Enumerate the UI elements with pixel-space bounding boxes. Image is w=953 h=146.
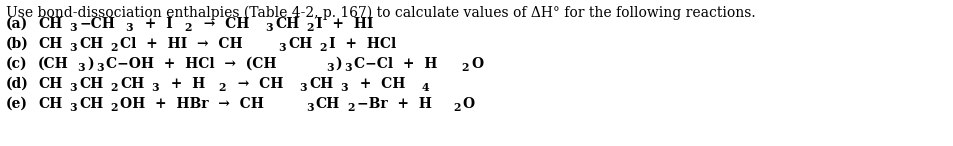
Text: 3: 3 (70, 82, 77, 93)
Text: CH: CH (38, 37, 62, 51)
Text: →  CH: → CH (228, 77, 283, 91)
Text: 2: 2 (111, 102, 118, 113)
Text: 3: 3 (70, 22, 77, 33)
Text: 3: 3 (125, 22, 132, 33)
Text: CH: CH (315, 97, 339, 111)
Text: 3: 3 (278, 42, 286, 53)
Text: CH: CH (274, 17, 299, 31)
Text: 3: 3 (77, 62, 85, 73)
Text: O: O (471, 57, 483, 71)
Text: 3: 3 (152, 82, 159, 93)
Text: O: O (462, 97, 475, 111)
Text: 2: 2 (461, 62, 469, 73)
Text: 3: 3 (340, 82, 348, 93)
Text: I  +  HCl: I + HCl (329, 37, 395, 51)
Text: OH  +  HBr  →  CH: OH + HBr → CH (120, 97, 264, 111)
Text: CH: CH (38, 17, 62, 31)
Text: CH: CH (79, 77, 103, 91)
Text: →  CH: → CH (193, 17, 249, 31)
Text: 3: 3 (70, 102, 77, 113)
Text: C−Cl  +  H: C−Cl + H (354, 57, 437, 71)
Text: 2: 2 (218, 82, 226, 93)
Text: 2: 2 (347, 102, 354, 113)
Text: −Br  +  H: −Br + H (356, 97, 431, 111)
Text: (c): (c) (6, 57, 28, 71)
Text: ): ) (88, 57, 94, 71)
Text: 3: 3 (96, 62, 104, 73)
Text: ): ) (335, 57, 342, 71)
Text: 2: 2 (453, 102, 460, 113)
Text: −CH: −CH (79, 17, 115, 31)
Text: 2: 2 (111, 82, 118, 93)
Text: CH: CH (38, 77, 62, 91)
Text: CH: CH (120, 77, 144, 91)
Text: (CH: (CH (38, 57, 69, 71)
Text: 3: 3 (344, 62, 352, 73)
Text: 3: 3 (299, 82, 307, 93)
Text: (e): (e) (6, 97, 28, 111)
Text: +  I: + I (135, 17, 172, 31)
Text: +  CH: + CH (350, 77, 405, 91)
Text: 2: 2 (306, 22, 314, 33)
Text: Cl  +  HI  →  CH: Cl + HI → CH (120, 37, 242, 51)
Text: CH: CH (309, 77, 334, 91)
Text: C−OH  +  HCl  →  (CH: C−OH + HCl → (CH (106, 57, 276, 71)
Text: CH: CH (79, 97, 103, 111)
Text: (a): (a) (6, 17, 29, 31)
Text: CH: CH (288, 37, 312, 51)
Text: 3: 3 (265, 22, 273, 33)
Text: 3: 3 (70, 42, 77, 53)
Text: Use bond-dissociation enthalpies (Table 4-2, p. 167) to calculate values of ΔH° : Use bond-dissociation enthalpies (Table … (6, 6, 755, 20)
Text: 3: 3 (305, 102, 313, 113)
Text: (d): (d) (6, 77, 29, 91)
Text: (b): (b) (6, 37, 29, 51)
Text: 2: 2 (111, 42, 118, 53)
Text: +  H: + H (161, 77, 205, 91)
Text: 2: 2 (184, 22, 192, 33)
Text: CH: CH (79, 37, 103, 51)
Text: 3: 3 (326, 62, 334, 73)
Text: 4: 4 (421, 82, 429, 93)
Text: 2: 2 (319, 42, 327, 53)
Text: CH: CH (38, 97, 62, 111)
Text: I  +  HI: I + HI (315, 17, 373, 31)
